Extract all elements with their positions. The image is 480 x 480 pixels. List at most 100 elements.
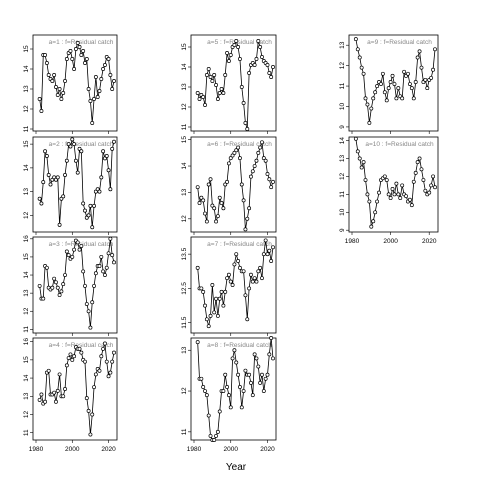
data-point — [55, 285, 60, 290]
data-point — [252, 352, 257, 357]
panel-frame — [348, 136, 439, 233]
data-point — [206, 182, 211, 187]
panel-title: a=5 : f=Residual catch — [207, 39, 272, 46]
data-point — [212, 310, 217, 315]
data-point — [197, 97, 202, 101]
data-point — [409, 203, 414, 208]
data-point — [50, 285, 55, 290]
data-point — [64, 249, 69, 254]
data-point — [99, 175, 104, 180]
data-point — [392, 82, 397, 86]
y-tick-label: 9 — [339, 125, 346, 129]
data-point — [203, 303, 207, 308]
data-point — [361, 160, 366, 165]
data-point — [400, 96, 405, 101]
data-point — [66, 356, 71, 360]
data-point — [221, 303, 226, 308]
data-point — [357, 156, 362, 161]
y-tick-label: 11 — [339, 82, 346, 89]
data-point — [214, 83, 218, 87]
data-point — [423, 77, 428, 82]
data-point — [417, 49, 422, 54]
data-point — [232, 262, 237, 267]
y-tick-label: 14 — [23, 271, 30, 279]
x-tick-label: 2000 — [65, 446, 80, 453]
data-point — [241, 101, 246, 105]
data-point — [265, 63, 270, 67]
data-point — [61, 194, 66, 199]
x-tick-label: 2020 — [422, 238, 437, 245]
data-point — [92, 203, 96, 208]
data-point — [359, 165, 364, 170]
panel-frame — [32, 236, 118, 334]
data-point — [37, 97, 42, 101]
data-point — [195, 265, 200, 270]
data-point — [269, 185, 274, 190]
data-point — [197, 201, 202, 205]
panel-title: a=4 : f=Residual catch — [49, 342, 114, 349]
panel-frame — [32, 337, 118, 441]
data-point — [57, 222, 62, 227]
data-point — [217, 91, 222, 95]
data-point — [256, 364, 261, 369]
y-tick-label: 10 — [339, 208, 346, 216]
data-point — [93, 75, 98, 79]
x-tick-label: 2000 — [224, 446, 239, 453]
data-point — [108, 370, 113, 375]
data-point — [241, 269, 246, 274]
y-tick-label: 13 — [181, 346, 188, 354]
data-point — [86, 309, 91, 314]
data-point — [199, 286, 204, 291]
data-point — [108, 236, 113, 241]
data-point — [201, 385, 206, 389]
x-tick-label: 2020 — [101, 446, 116, 453]
data-point — [59, 289, 64, 294]
data-point — [90, 412, 95, 417]
data-point — [258, 145, 263, 150]
data-point — [101, 67, 106, 71]
data-point — [102, 273, 107, 277]
panel-title: a=9 : f=Residual catch — [367, 39, 432, 46]
data-point — [52, 73, 57, 77]
data-point — [353, 37, 358, 42]
data-point — [263, 158, 268, 163]
data-point — [41, 296, 46, 301]
data-point — [228, 279, 233, 284]
data-point — [267, 352, 272, 357]
data-point — [247, 206, 252, 211]
data-point — [204, 219, 209, 224]
data-point — [256, 150, 261, 155]
data-point — [265, 252, 270, 257]
data-point — [72, 67, 77, 71]
data-point — [104, 359, 109, 364]
data-point — [230, 283, 235, 287]
data-point — [363, 96, 368, 101]
y-tick-label: 14 — [23, 164, 30, 172]
data-point — [245, 317, 250, 322]
panel-2: 12 13 14 15 a=2 : f=Residual catch — [23, 136, 118, 235]
data-point — [73, 158, 78, 163]
data-point — [232, 43, 237, 47]
series-line — [197, 39, 274, 130]
data-point — [204, 73, 209, 77]
data-point — [419, 65, 424, 70]
data-point — [83, 61, 87, 65]
data-point — [384, 98, 389, 103]
data-point — [247, 286, 252, 291]
data-point — [214, 296, 218, 301]
data-point — [237, 265, 242, 270]
y-tick-label: 11 — [23, 326, 30, 333]
data-point — [226, 161, 231, 166]
data-point — [236, 45, 241, 49]
panel-6: 12 13 14 15 a=6 : f=Residual catch — [181, 136, 277, 235]
data-point — [55, 175, 60, 180]
data-point — [97, 189, 102, 194]
data-point — [382, 90, 387, 95]
data-point — [373, 90, 378, 95]
data-point — [84, 57, 89, 61]
data-point — [46, 173, 51, 177]
data-point — [101, 149, 106, 154]
data-point — [208, 177, 213, 182]
